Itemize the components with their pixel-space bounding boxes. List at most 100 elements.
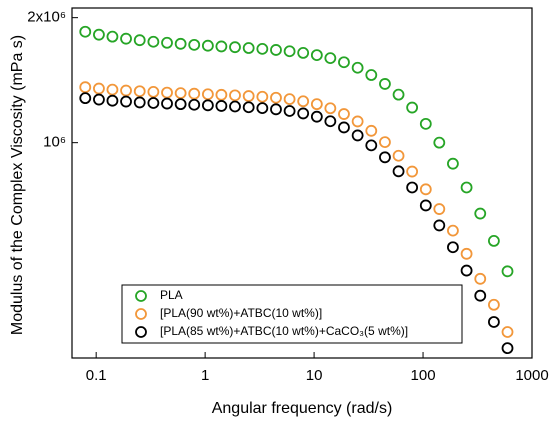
data-point [147, 97, 160, 109]
data-point [433, 219, 446, 232]
data-point [256, 42, 269, 55]
data-point [120, 95, 132, 108]
data-point [242, 101, 255, 114]
data-point [392, 149, 405, 162]
data-point [270, 103, 282, 116]
data-point [447, 224, 459, 237]
data-point [133, 85, 146, 98]
legend-label: PLA [160, 288, 183, 302]
data-point [297, 95, 310, 108]
data-point [188, 38, 201, 51]
data-point [460, 264, 473, 277]
data-point [93, 82, 105, 95]
x-tick-label: 10 [306, 367, 323, 384]
data-point [406, 165, 419, 178]
data-point [324, 52, 337, 65]
data-point [270, 91, 282, 104]
data-point [392, 88, 405, 101]
data-point [297, 46, 310, 59]
data-point [501, 342, 514, 355]
data-point [392, 165, 405, 178]
legend-label: [PLA(90 wt%)+ATBC(10 wt%)] [160, 306, 322, 320]
data-point [93, 93, 105, 106]
data-point [79, 25, 92, 38]
data-point [379, 78, 391, 90]
data-point [324, 115, 337, 128]
data-point [406, 181, 419, 194]
data-point [147, 35, 160, 48]
legend-marker [135, 290, 147, 302]
y-axis-title: Modulus of the Complex Viscosity (mPa s) [9, 35, 26, 335]
data-point [242, 42, 255, 54]
data-point [283, 45, 296, 58]
plot-frame [71, 7, 533, 359]
data-point [161, 36, 173, 49]
legend-marker [135, 308, 147, 320]
data-point [310, 98, 323, 111]
data-point [419, 199, 432, 212]
data-point [133, 96, 146, 109]
data-point [297, 107, 310, 120]
data-point [215, 88, 228, 101]
x-tick-label: 100 [411, 367, 436, 384]
data-point [447, 241, 459, 254]
data-point [93, 28, 105, 41]
data-point [419, 117, 432, 130]
data-point [229, 41, 241, 54]
data-point [188, 98, 201, 111]
data-point [174, 37, 187, 50]
data-point [433, 136, 446, 149]
data-point [256, 90, 269, 103]
data-point [283, 105, 296, 117]
legend-label: [PLA(85 wt%)+ATBC(10 wt%)+CaCO₃(5 wt%)] [160, 324, 408, 338]
data-point [487, 316, 500, 328]
data-point [106, 83, 119, 96]
data-point [229, 100, 241, 113]
data-point [351, 115, 364, 128]
data-point [365, 139, 378, 152]
data-point [501, 265, 514, 278]
legend-marker [135, 326, 147, 338]
data-point [501, 326, 514, 338]
data-point [242, 90, 255, 102]
data-point [447, 157, 459, 170]
data-point [283, 93, 296, 106]
data-point [161, 86, 173, 99]
data-point [256, 102, 269, 115]
data-point [174, 87, 187, 100]
data-point [419, 183, 432, 196]
data-point [133, 34, 146, 47]
data-point [201, 39, 214, 52]
data-point [365, 124, 378, 137]
data-point [201, 88, 214, 101]
data-point [406, 101, 419, 114]
data-point [106, 94, 119, 107]
data-point [379, 151, 391, 164]
data-point [351, 129, 364, 142]
data-point [120, 84, 132, 97]
data-point [188, 87, 201, 100]
data-point [106, 30, 119, 43]
data-point [338, 108, 350, 120]
data-point [201, 99, 214, 112]
data-point [351, 61, 364, 74]
data-point [338, 121, 350, 134]
data-point [215, 100, 228, 112]
data-point [147, 86, 160, 98]
data-point [365, 69, 378, 81]
x-tick-label: 1000 [515, 367, 548, 384]
data-point [270, 44, 282, 56]
data-point [161, 97, 173, 110]
data-point [474, 289, 487, 302]
data-point [310, 110, 323, 123]
data-point [174, 98, 187, 111]
data-point [338, 56, 350, 69]
data-point [324, 102, 337, 115]
data-point [310, 49, 323, 62]
data-point [474, 272, 487, 285]
data-point [215, 40, 228, 53]
data-point [474, 207, 487, 220]
x-tick-label: 1 [201, 367, 209, 384]
legend-box [121, 284, 463, 344]
